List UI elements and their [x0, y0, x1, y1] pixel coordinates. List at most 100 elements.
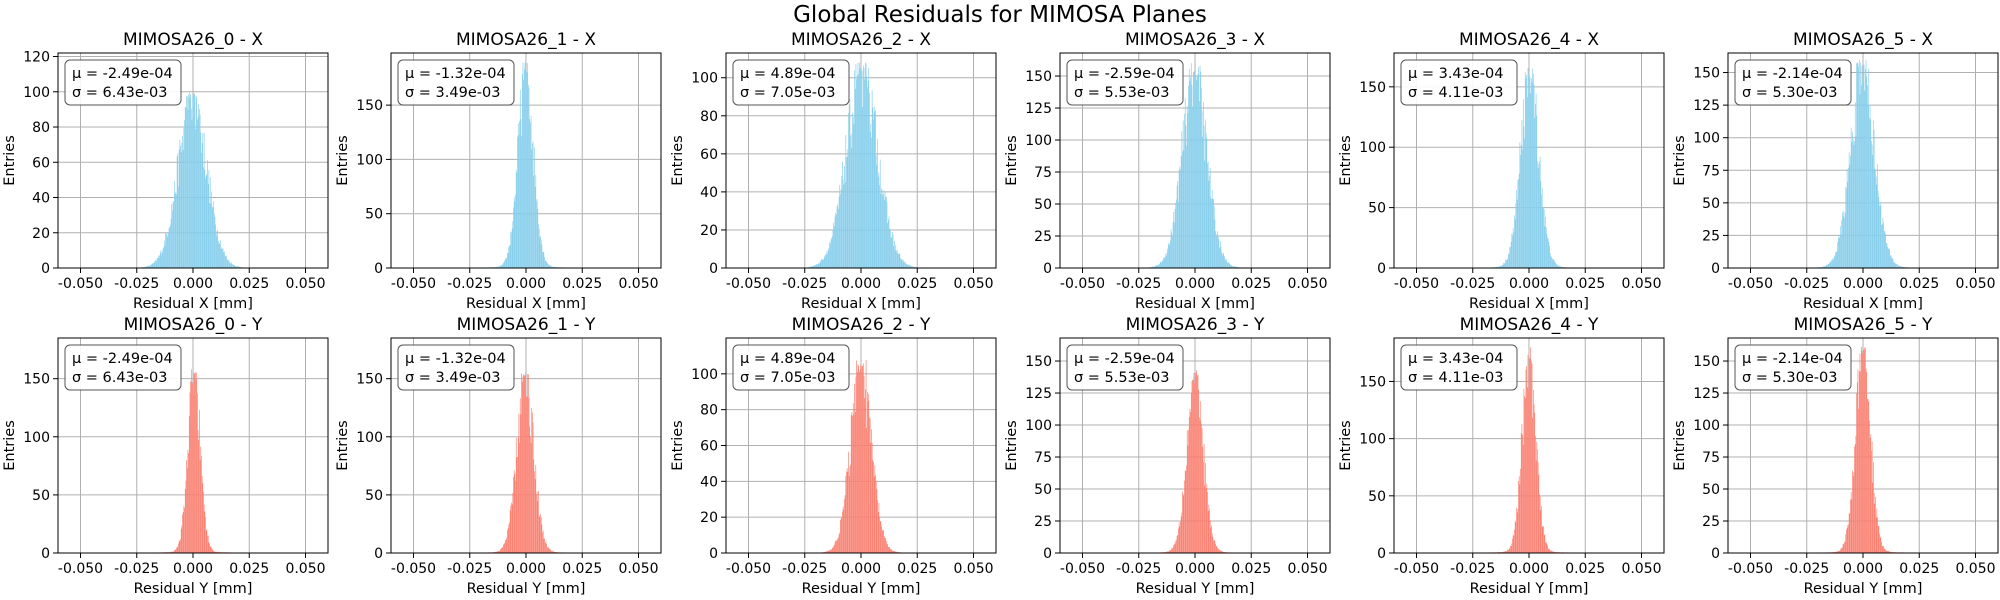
- histogram-bar: [1230, 265, 1232, 268]
- histogram-bars: [483, 372, 566, 553]
- histogram-bar: [1205, 462, 1206, 553]
- histogram-bar: [889, 228, 891, 268]
- histogram-bar: [1199, 417, 1200, 553]
- histogram-bar: [151, 264, 152, 268]
- histogram-bar: [1894, 262, 1895, 268]
- histogram-bar: [201, 455, 202, 553]
- x-axis-label: Residual X [mm]: [801, 296, 921, 312]
- y-tick-label: 80: [32, 120, 50, 136]
- histogram-bar: [1846, 527, 1848, 553]
- histogram-bar: [503, 261, 505, 268]
- histogram-bar: [1510, 545, 1511, 553]
- histogram-bar: [197, 430, 199, 553]
- histogram-bar: [520, 414, 522, 553]
- histogram-bar: [877, 500, 878, 553]
- histogram-bar: [891, 237, 893, 268]
- histogram-bar: [529, 118, 531, 269]
- histogram-bar: [885, 196, 887, 268]
- histogram-bar: [1175, 203, 1177, 268]
- histogram-bar: [190, 93, 191, 268]
- histogram-bar: [1179, 166, 1181, 268]
- histogram-bar: [874, 112, 876, 269]
- histogram-bar: [1197, 375, 1199, 553]
- histogram-bar: [888, 546, 889, 553]
- histogram-bar: [860, 364, 861, 553]
- histogram-bar: [157, 258, 158, 268]
- histogram-bar: [871, 442, 873, 553]
- histogram-bar: [817, 263, 819, 268]
- stat-sigma: σ = 7.05e-03: [740, 370, 835, 386]
- stats-box: [732, 59, 850, 106]
- histogram-bar: [1892, 259, 1894, 268]
- histogram-bar: [1526, 74, 1527, 268]
- histogram-bar: [521, 381, 523, 553]
- histogram-bar: [882, 189, 884, 268]
- histogram-bar: [1184, 480, 1185, 553]
- histogram-bar: [1543, 526, 1544, 553]
- histogram-bar: [1509, 247, 1511, 268]
- histogram-bar: [1540, 181, 1542, 268]
- histogram-bar: [181, 525, 183, 553]
- histogram-bar: [1842, 212, 1843, 268]
- histogram-bar: [900, 260, 902, 268]
- histogram-bar: [838, 196, 840, 268]
- x-tick-label: 0.025: [1565, 276, 1605, 292]
- histogram-bar: [216, 551, 218, 553]
- histogram-bar: [886, 543, 888, 553]
- histogram-bar: [1853, 472, 1855, 553]
- histogram-bar: [212, 207, 214, 268]
- histogram-bar: [506, 537, 508, 553]
- stat-mean: μ = -2.49e-04: [72, 351, 173, 367]
- histogram-bar: [1553, 259, 1554, 268]
- x-tick-label: -0.050: [1728, 276, 1773, 292]
- histogram-bar: [848, 451, 849, 553]
- stat-mean: μ = -2.59e-04: [1074, 351, 1175, 367]
- histogram-bar: [1167, 248, 1168, 268]
- histogram-bar: [1506, 259, 1508, 268]
- histogram-bar: [236, 266, 238, 268]
- histogram-bar: [519, 89, 521, 268]
- histogram-bar: [1191, 381, 1193, 553]
- histogram-bar: [1551, 258, 1553, 268]
- histogram-bar: [1176, 539, 1177, 553]
- x-tick-label: -0.025: [1116, 561, 1161, 577]
- histogram-bar: [1902, 266, 1904, 268]
- histogram-bar: [915, 266, 917, 268]
- y-tick-label: 150: [1693, 354, 1720, 370]
- histogram-bar: [199, 460, 201, 553]
- y-tick-label: 20: [32, 226, 50, 242]
- histogram-bar: [895, 244, 897, 268]
- histogram-bar: [1849, 513, 1851, 553]
- histogram-bar: [894, 250, 896, 268]
- histogram-bar: [1168, 242, 1170, 268]
- histogram-bar: [836, 540, 837, 553]
- histogram-bar: [176, 194, 177, 268]
- histogram-bar: [1873, 120, 1874, 268]
- histogram-bar: [858, 365, 859, 553]
- histogram-bar: [1235, 266, 1237, 268]
- histogram-bar: [190, 108, 192, 268]
- y-tick-label: 40: [700, 185, 718, 201]
- histogram-bar: [217, 240, 219, 268]
- histogram-bar: [1555, 551, 1556, 553]
- histogram-bar: [536, 200, 537, 268]
- histogram-bar: [1837, 551, 1839, 553]
- histogram-bars: [150, 369, 237, 553]
- histogram-bar: [912, 266, 913, 268]
- stats-box: [1734, 344, 1852, 391]
- histogram-bar: [1528, 389, 1529, 553]
- histogram-bar: [835, 540, 837, 553]
- histogram-bar: [183, 506, 185, 553]
- histogram-bar: [1854, 446, 1855, 553]
- histogram-bar: [1551, 551, 1553, 553]
- histogram-bar: [830, 549, 832, 553]
- histogram-bar: [1558, 265, 1559, 268]
- histogram-bar: [1184, 113, 1185, 268]
- histogram-bar: [856, 75, 858, 268]
- histogram-bar: [214, 216, 216, 268]
- histogram-bar: [189, 97, 191, 268]
- y-tick-label: 60: [700, 147, 718, 163]
- histogram-bar: [1876, 508, 1878, 553]
- histogram-bar: [1163, 257, 1164, 268]
- histogram-bar: [1532, 417, 1534, 553]
